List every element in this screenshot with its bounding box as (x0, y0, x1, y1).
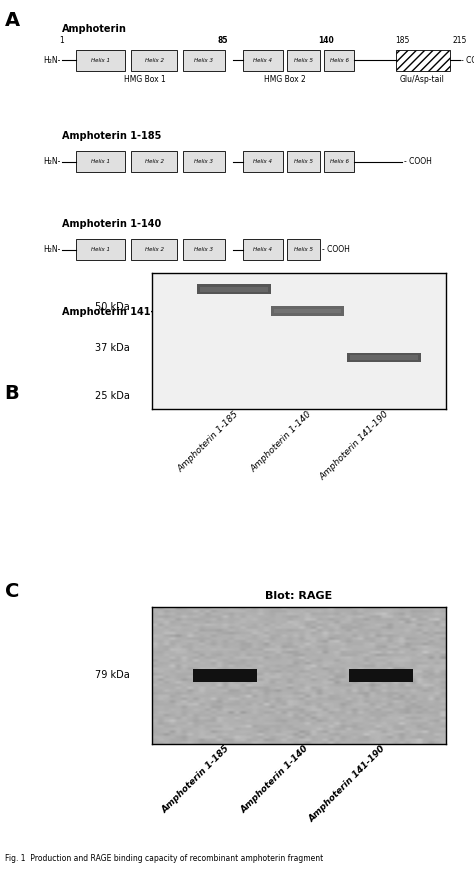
Bar (243, 50, 283, 71)
Text: Helix 2: Helix 2 (145, 159, 164, 165)
Text: Helix 3: Helix 3 (194, 247, 213, 253)
Bar (183, 239, 225, 260)
Text: Helix 3: Helix 3 (194, 58, 213, 63)
Text: Glu/Asp-tail: Glu/Asp-tail (400, 75, 445, 84)
Text: 79 kDa: 79 kDa (95, 671, 130, 680)
Bar (239, 343, 273, 363)
Text: Fig. 1  Production and RAGE binding capacity of recombinant amphoterin fragment: Fig. 1 Production and RAGE binding capac… (5, 854, 323, 862)
Text: - COOH: - COOH (461, 56, 474, 65)
Text: Helix 4: Helix 4 (253, 58, 272, 63)
Text: A: A (5, 11, 20, 30)
Text: 1: 1 (59, 36, 64, 46)
Bar (350, 355, 418, 360)
Text: Helix 6: Helix 6 (330, 58, 349, 63)
Text: Helix 2: Helix 2 (145, 58, 164, 63)
Bar (287, 151, 320, 172)
Text: Amphoterin 1-185: Amphoterin 1-185 (62, 131, 161, 142)
Bar (131, 50, 177, 71)
Text: Helix 4: Helix 4 (253, 159, 272, 165)
Text: Amphoterin 1-140: Amphoterin 1-140 (240, 744, 311, 815)
Text: Amphoterin 1-185: Amphoterin 1-185 (176, 409, 240, 473)
Text: Amphoterin: Amphoterin (62, 24, 127, 34)
Text: Amphoterin 1-185: Amphoterin 1-185 (160, 744, 231, 815)
Bar (183, 50, 225, 71)
Bar (324, 151, 354, 172)
Bar (75, 50, 125, 71)
Bar (273, 309, 341, 313)
Text: - COOH: - COOH (322, 348, 350, 358)
Text: 37 kDa: 37 kDa (95, 343, 130, 353)
Text: Helix 1: Helix 1 (91, 159, 110, 165)
Text: Helix 5: Helix 5 (294, 58, 313, 63)
Text: Blot: RAGE: Blot: RAGE (265, 590, 332, 600)
Bar (243, 151, 283, 172)
Text: Helix 6: Helix 6 (246, 351, 265, 356)
Bar (193, 670, 257, 681)
Text: 50 kDa: 50 kDa (95, 302, 130, 312)
Text: Helix 1: Helix 1 (91, 247, 110, 253)
Bar (75, 151, 125, 172)
Text: Helix 3: Helix 3 (194, 159, 213, 165)
Text: Amphoterin 1-140: Amphoterin 1-140 (62, 219, 161, 230)
Text: Amphoterin 141-190: Amphoterin 141-190 (307, 744, 387, 824)
Text: Helix 6: Helix 6 (330, 159, 349, 165)
Bar (243, 239, 283, 260)
Text: HMG Box 2: HMG Box 2 (264, 75, 305, 84)
Text: Amphoterin 1-140: Amphoterin 1-140 (249, 409, 314, 473)
Text: H₂N-: H₂N- (43, 246, 61, 254)
Bar (183, 151, 225, 172)
Text: - COOH: - COOH (404, 158, 432, 166)
Bar (131, 239, 177, 260)
Text: Helix 1: Helix 1 (91, 58, 110, 63)
Text: 25 kDa: 25 kDa (95, 391, 130, 400)
Text: HMG Box 1: HMG Box 1 (124, 75, 166, 84)
Bar (396, 50, 450, 71)
Text: B: B (5, 385, 19, 403)
Bar (324, 50, 354, 71)
Bar (271, 306, 344, 316)
Text: 215: 215 (453, 36, 467, 46)
Bar (197, 284, 271, 294)
Bar (287, 239, 320, 260)
Bar (200, 287, 268, 291)
Bar (301, 343, 320, 363)
Bar (131, 151, 177, 172)
Text: Amphoterin 141-190: Amphoterin 141-190 (62, 307, 174, 318)
Text: H₂N-: H₂N- (43, 56, 61, 65)
Bar (348, 670, 413, 681)
Text: - COOH: - COOH (322, 246, 350, 254)
Text: Helix 4: Helix 4 (253, 247, 272, 253)
Text: 85: 85 (218, 36, 228, 46)
Bar (347, 353, 420, 363)
Bar (287, 50, 320, 71)
Text: Helix 5: Helix 5 (294, 247, 313, 253)
Text: H₂N-: H₂N- (43, 158, 61, 166)
Text: 140: 140 (319, 36, 334, 46)
Text: H₂N-: H₂N- (218, 348, 236, 358)
Text: Helix 2: Helix 2 (145, 247, 164, 253)
Text: C: C (5, 583, 19, 601)
Text: Amphoterin 141-190: Amphoterin 141-190 (318, 409, 390, 481)
Bar (75, 239, 125, 260)
Text: Helix 5: Helix 5 (294, 159, 313, 165)
Text: 185: 185 (395, 36, 409, 46)
